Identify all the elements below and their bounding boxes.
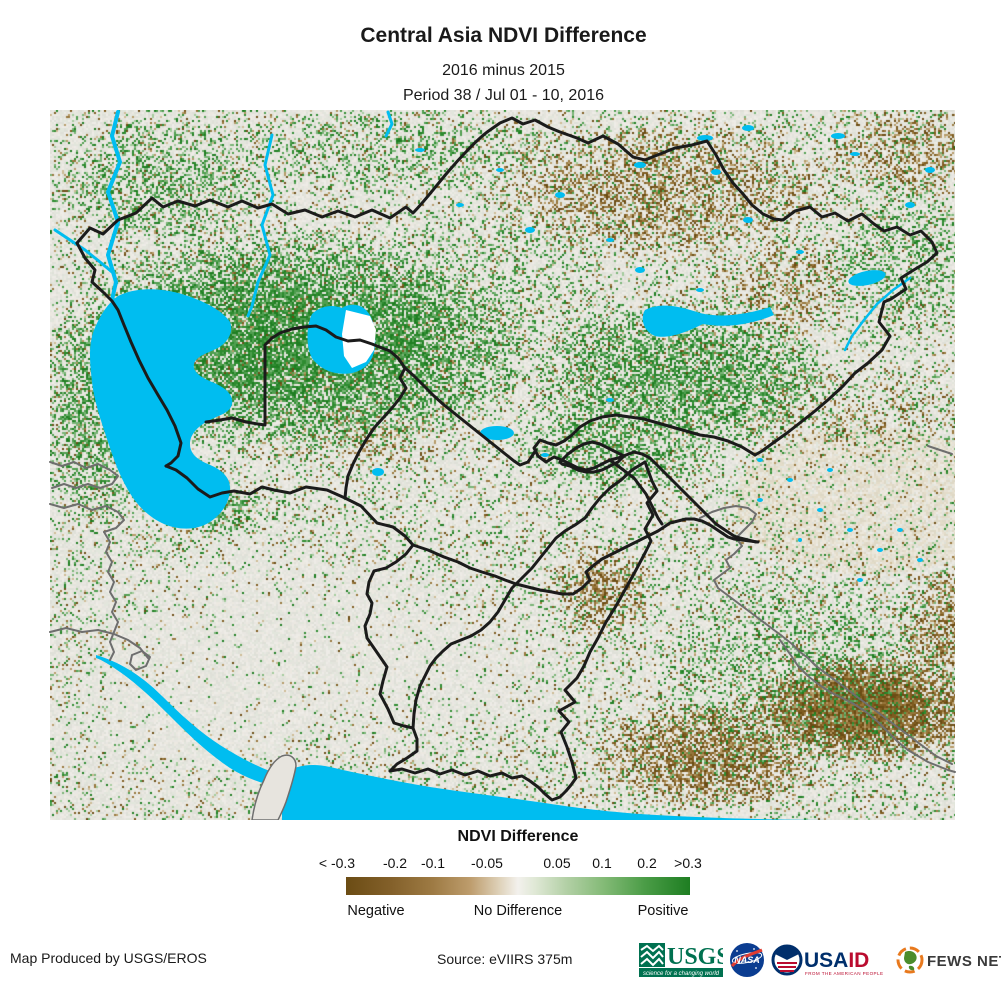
svg-text:FEWS NET: FEWS NET: [927, 953, 1001, 970]
page-title: Central Asia NDVI Difference: [0, 24, 1007, 48]
fewsnet-logo: FEWS NET: [895, 942, 1001, 978]
lake-zaysan: [847, 267, 887, 289]
source-text: Source: eVIIRS 375m: [437, 951, 572, 967]
legend-tick: < -0.3: [319, 855, 355, 871]
nasa-logo: NASA: [729, 942, 765, 978]
river-small: [386, 112, 392, 136]
caspian-sea: [90, 289, 232, 528]
subtitle-years: 2016 minus 2015: [0, 62, 1007, 80]
legend-color-ramp: [346, 877, 690, 895]
usgs-logo: USGS science for a changing world: [639, 942, 723, 978]
legend-label-nodifference: No Difference: [474, 903, 562, 919]
svg-text:USGS: USGS: [667, 944, 723, 970]
map-borders-water: [0, 110, 1007, 820]
ndvi-map: [0, 110, 1007, 820]
svg-text:FROM THE AMERICAN PEOPLE: FROM THE AMERICAN PEOPLE: [805, 971, 883, 976]
legend-title: NDVI Difference: [346, 828, 690, 846]
legend-tick: -0.1: [421, 855, 445, 871]
persian-gulf: [96, 655, 279, 786]
logo-row: USGS science for a changing world NASA U…: [639, 938, 1001, 982]
legend-tick: 0.2: [637, 855, 656, 871]
svg-text:USAID: USAID: [804, 949, 869, 972]
legend-label-negative: Negative: [347, 903, 404, 919]
subtitle-period: Period 38 / Jul 01 - 10, 2016: [0, 87, 1007, 105]
lake-balkhash: [643, 306, 774, 337]
river-irtysh: [845, 278, 910, 350]
arabian-sea: [282, 765, 858, 820]
legend-tick: >0.3: [674, 855, 702, 871]
legend-tick: 0.05: [543, 855, 570, 871]
svg-text:science for a changing world: science for a changing world: [643, 971, 720, 977]
legend-tick: 0.1: [592, 855, 611, 871]
legend-tick: -0.05: [471, 855, 503, 871]
black-borders: [77, 118, 937, 800]
produced-by-text: Map Produced by USGS/EROS: [10, 950, 207, 966]
river-ural: [248, 135, 273, 316]
svg-text:NASA: NASA: [734, 955, 760, 965]
legend-label-positive: Positive: [638, 903, 689, 919]
usaid-logo: USAID FROM THE AMERICAN PEOPLE: [771, 940, 889, 980]
legend-tick: -0.2: [383, 855, 407, 871]
